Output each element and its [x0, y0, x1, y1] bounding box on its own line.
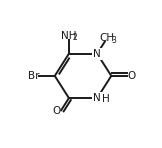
Text: O: O — [53, 106, 61, 116]
Text: N: N — [93, 93, 101, 103]
Text: N: N — [93, 49, 101, 59]
Text: 3: 3 — [111, 36, 116, 45]
Text: 2: 2 — [73, 33, 77, 42]
Text: H: H — [102, 94, 109, 104]
Text: NH: NH — [61, 31, 77, 41]
Text: O: O — [127, 71, 136, 81]
Text: CH: CH — [100, 33, 115, 43]
Text: Br: Br — [28, 71, 40, 81]
